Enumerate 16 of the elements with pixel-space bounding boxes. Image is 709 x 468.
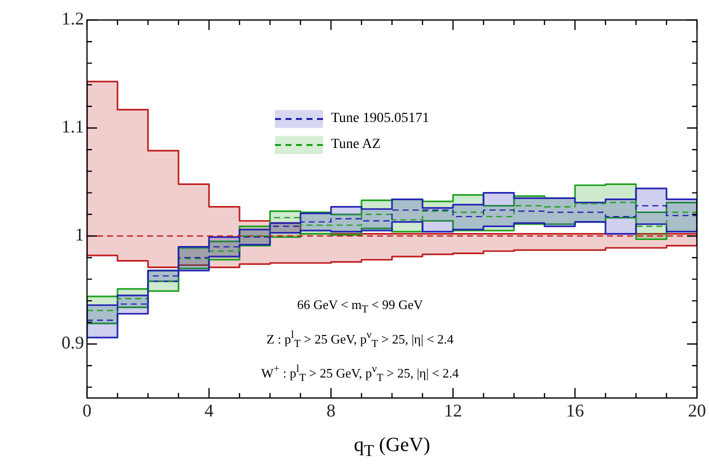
x-tick-label: 16 xyxy=(566,400,584,421)
y-tick-label: 1.2 xyxy=(62,8,84,29)
text: W$^{+}$ : p$^{l}$$_{T}$ > 25 GeV, p$^{ν}$$_{T}$ > 25, |η| < 2.4 xyxy=(261,362,459,384)
x-tick-label: 12 xyxy=(444,400,462,421)
legend-label: Tune AZ xyxy=(331,137,381,153)
legend-label: Tune 1905.05171 xyxy=(331,111,430,127)
y-tick-label: 1.1 xyxy=(62,116,84,137)
annotation: Z : p$^{l}$$_{T}$ > 25 GeV, p$^{ν}$$_{T}$ > 25, |η| < 2.4 xyxy=(265,328,455,352)
x-axis-title: q$_{T}$ (GeV) xyxy=(352,434,432,461)
x-tick-label: 8 xyxy=(326,400,336,421)
y-tick-label: 0.9 xyxy=(62,332,84,353)
y-tick-label: 1 xyxy=(75,224,84,245)
x-tick-label: 4 xyxy=(204,400,214,421)
x-tick-label: 0 xyxy=(82,400,92,421)
x-tick-label: 20 xyxy=(688,400,706,421)
annotation: 66 GeV < m$_{T}$ < 99 GeV xyxy=(296,296,424,318)
